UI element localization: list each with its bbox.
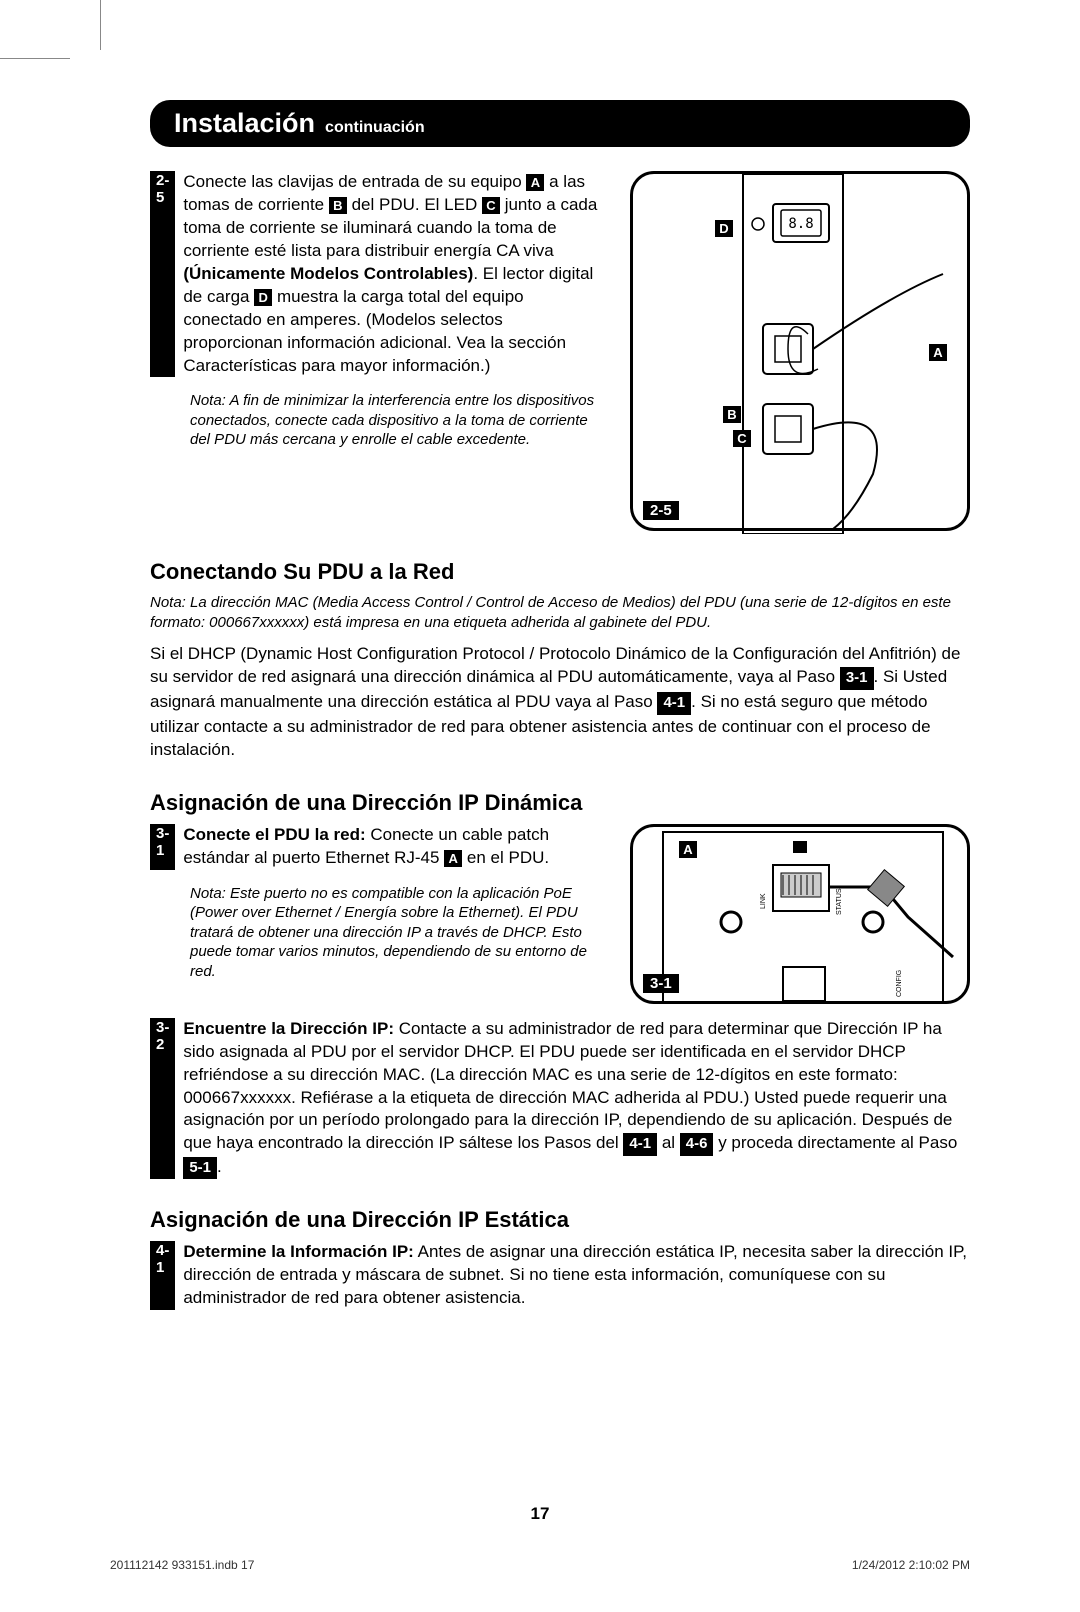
fig-letter-a: A: [929, 344, 947, 361]
step-2-5-section: 2-5 Conecte las clavijas de entrada de s…: [150, 171, 970, 531]
step-3-2-block: 3-2 Encuentre la Dirección IP: Contacte …: [150, 1018, 970, 1179]
step-label-4-1: 4-1: [150, 1241, 175, 1310]
text: en el PDU.: [462, 848, 549, 867]
fig-letter-d: D: [715, 220, 733, 237]
bold-text: (Únicamente Modelos Controlables): [183, 264, 473, 283]
text: Conecte las clavijas de entrada de su eq…: [183, 172, 526, 191]
page-number: 17: [0, 1504, 1080, 1524]
figure-2-5: 8.8 D A B C 2-5: [630, 171, 970, 531]
title-main: Instalación: [174, 108, 315, 139]
svg-text:STATUS: STATUS: [836, 888, 843, 915]
text: .: [217, 1157, 222, 1176]
bold-text: Encuentre la Dirección IP:: [183, 1019, 394, 1038]
figure-2-5-svg: 8.8: [633, 174, 973, 534]
ref-step-4-1: 4-1: [657, 692, 691, 715]
figure-3-1: LINK STATUS CONFIG A 3-1: [630, 824, 970, 1004]
step-3-1-note: Nota: Este puerto no es compatible con l…: [150, 884, 602, 982]
fig-letter-a: A: [679, 841, 697, 858]
ref-step-5-1: 5-1: [183, 1157, 217, 1179]
step-2-5-block: 2-5 Conecte las clavijas de entrada de s…: [150, 171, 602, 377]
svg-text:8.8: 8.8: [788, 216, 813, 232]
step-2-5-text-column: 2-5 Conecte las clavijas de entrada de s…: [150, 171, 602, 531]
ref-step-4-6: 4-6: [680, 1133, 714, 1155]
fig-letter-b: B: [723, 406, 741, 423]
connect-paragraph: Si el DHCP (Dynamic Host Configuration P…: [150, 642, 970, 762]
step-4-1-block: 4-1 Determine la Información IP: Antes d…: [150, 1241, 970, 1310]
connect-note: Nota: La dirección MAC (Media Access Con…: [150, 593, 970, 632]
step-label-3-2: 3-2: [150, 1018, 175, 1179]
footer-timestamp: 1/24/2012 2:10:02 PM: [852, 1558, 970, 1572]
ref-step-4-1: 4-1: [623, 1133, 657, 1155]
text: y proceda directamente al Paso: [713, 1133, 957, 1152]
text: al: [657, 1133, 680, 1152]
heading-static-ip: Asignación de una Dirección IP Estática: [150, 1207, 970, 1233]
crop-mark-horizontal: [0, 58, 70, 59]
ref-step-3-1: 3-1: [840, 667, 874, 690]
svg-text:LINK: LINK: [760, 893, 767, 909]
step-3-2-body: Encuentre la Dirección IP: Contacte a su…: [183, 1018, 970, 1179]
ref-letter-b: B: [329, 197, 347, 214]
step-3-1-section: 3-1 Conecte el PDU la red: Conecte un ca…: [150, 824, 970, 1004]
step-label-3-1: 3-1: [150, 824, 175, 870]
figure-2-5-label: 2-5: [643, 501, 679, 520]
section-title-bar: Instalación continuación: [150, 100, 970, 147]
figure-3-1-label: 3-1: [643, 974, 679, 993]
step-3-1-block: 3-1 Conecte el PDU la red: Conecte un ca…: [150, 824, 602, 870]
ref-letter-c: C: [482, 197, 500, 214]
step-2-5-note: Nota: A fin de minimizar la interferenci…: [150, 391, 602, 450]
step-3-1-body: Conecte el PDU la red: Conecte un cable …: [183, 824, 602, 870]
ref-letter-a: A: [444, 850, 462, 867]
crop-mark-vertical: [100, 0, 101, 50]
ref-letter-a: A: [526, 174, 544, 191]
text: del PDU. El LED: [347, 195, 482, 214]
step-label-2-5: 2-5: [150, 171, 175, 377]
heading-dynamic-ip: Asignación de una Dirección IP Dinámica: [150, 790, 970, 816]
title-sub: continuación: [325, 119, 425, 137]
heading-connect: Conectando Su PDU a la Red: [150, 559, 970, 585]
step-4-1-body: Determine la Información IP: Antes de as…: [183, 1241, 970, 1310]
bold-text: Determine la Información IP:: [183, 1242, 414, 1261]
ref-letter-d: D: [254, 289, 272, 306]
footer-filename: 201112142 933151.indb 17: [110, 1558, 254, 1572]
step-2-5-body: Conecte las clavijas de entrada de su eq…: [183, 171, 602, 377]
fig-letter-c: C: [733, 430, 751, 447]
svg-text:CONFIG: CONFIG: [896, 970, 903, 997]
step-3-1-text-column: 3-1 Conecte el PDU la red: Conecte un ca…: [150, 824, 602, 981]
bold-text: Conecte el PDU la red:: [183, 825, 365, 844]
